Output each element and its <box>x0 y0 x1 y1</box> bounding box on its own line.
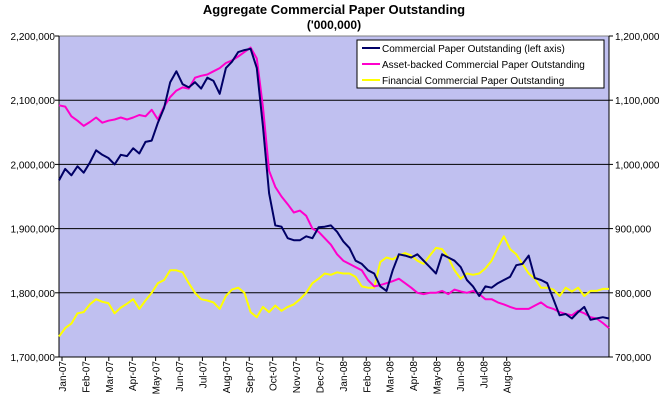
x-tick-label: Aug-08 <box>503 361 514 394</box>
x-tick-label: Oct-07 <box>269 361 280 391</box>
legend-label-abcp: Asset-backed Commercial Paper Outstandin… <box>382 60 585 71</box>
x-tick-label: Jun-07 <box>175 361 186 392</box>
x-axis: Jan-07 Feb-07 Mar-07 Apr-07 May-07 Jun-07 Jul-… <box>58 357 514 394</box>
chart-subtitle: ('000,000) <box>307 18 361 32</box>
x-tick-label: May-08 <box>432 361 443 395</box>
x-tick-label: Apr-07 <box>128 361 139 391</box>
x-tick-label: Jun-08 <box>456 361 467 392</box>
right-tick-label: 800,000 <box>615 289 652 300</box>
x-tick-label: Jan-08 <box>339 361 350 392</box>
left-tick-label: 2,100,000 <box>11 96 56 107</box>
right-tick-label: 1,100,000 <box>615 96 660 107</box>
x-tick-label: Jul-08 <box>479 361 490 389</box>
legend-label-cp: Commercial Paper Outstanding (left axis) <box>382 44 565 55</box>
x-tick-label: Nov-07 <box>292 361 303 394</box>
left-tick-label: 2,200,000 <box>11 32 56 43</box>
x-tick-label: May-07 <box>152 361 163 395</box>
x-tick-label: Dec-07 <box>315 361 326 394</box>
x-tick-label: Feb-07 <box>81 361 92 393</box>
x-tick-label: Aug-07 <box>222 361 233 394</box>
legend: Commercial Paper Outstanding (left axis)… <box>356 39 605 89</box>
right-tick-label: 900,000 <box>615 225 652 236</box>
chart-title: Aggregate Commercial Paper Outstanding <box>203 2 465 17</box>
series-line-2 <box>58 235 609 338</box>
x-tick-label: Mar-07 <box>105 361 116 393</box>
x-tick-label: Jul-07 <box>198 361 209 389</box>
series-line-1 <box>58 46 610 329</box>
series-line-0 <box>58 47 610 321</box>
x-tick-label: Jan-07 <box>58 361 69 392</box>
x-tick-label: Mar-08 <box>386 361 397 393</box>
left-tick-label: 1,800,000 <box>11 289 56 300</box>
legend-box <box>356 39 605 89</box>
x-tick-label: Sep-07 <box>245 361 256 394</box>
right-tick-label: 1,200,000 <box>615 32 660 43</box>
right-tick-label: 1,000,000 <box>615 160 660 171</box>
left-tick-label: 1,900,000 <box>11 225 56 236</box>
left-axis: 1,700,000 1,800,000 1,900,000 2,000,000 2,10… <box>11 32 60 364</box>
right-axis: 700,000 800,000 900,000 1,000,000 1,100,000 1… <box>608 32 660 364</box>
left-tick-label: 1,700,000 <box>11 353 56 364</box>
right-tick-label: 700,000 <box>615 353 652 364</box>
series-lines <box>58 46 610 338</box>
plot-area <box>59 36 609 357</box>
x-tick-label: Feb-08 <box>362 361 373 393</box>
left-tick-label: 2,000,000 <box>11 160 56 171</box>
legend-label-fcp: Financial Commercial Paper Outstanding <box>382 76 564 87</box>
x-tick-label: Apr-08 <box>409 361 420 391</box>
